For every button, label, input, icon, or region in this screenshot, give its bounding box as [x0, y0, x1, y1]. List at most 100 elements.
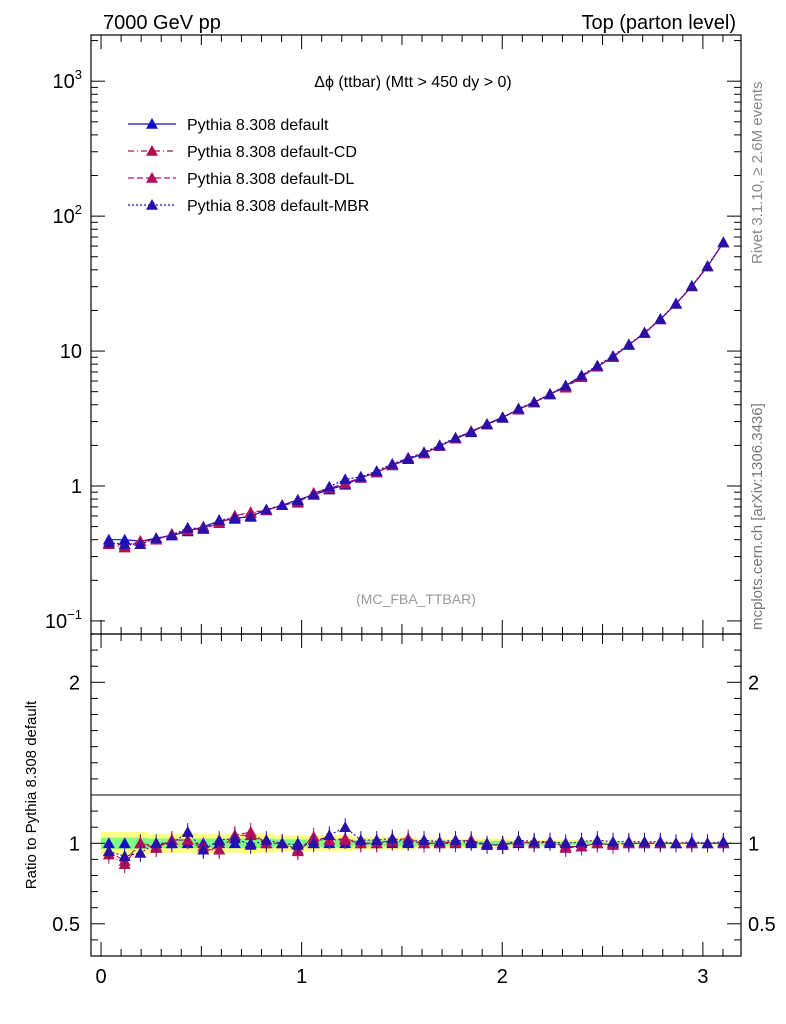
mcplots-label: mcplots.cern.ch [arXiv:1306.3436]: [749, 403, 766, 630]
ratio-point: [260, 834, 273, 845]
data-point: [339, 473, 352, 485]
series-2: [102, 236, 730, 551]
data-point: [402, 452, 415, 464]
ratio-point: [465, 835, 478, 847]
ratio-line: [108, 826, 724, 857]
data-point: [717, 236, 730, 248]
series-line: [108, 241, 724, 545]
data-point: [670, 297, 682, 309]
ratio-point: [213, 834, 226, 845]
ratio-point: [291, 838, 304, 850]
ratio-point: [118, 850, 131, 861]
data-point: [638, 326, 651, 338]
data-point: [654, 312, 667, 324]
ratio-y-tick-label-right: 0.5: [748, 914, 776, 936]
data-point: [197, 523, 210, 534]
ratio-point: [197, 843, 210, 855]
ratio-point: [607, 835, 620, 847]
data-point: [165, 529, 178, 541]
data-point: [244, 510, 257, 522]
data-point: [134, 538, 147, 550]
data-point: [449, 431, 462, 443]
data-point: [512, 402, 525, 414]
series-0: [102, 236, 730, 546]
x-tick-label: 3: [697, 966, 708, 988]
ratio-point: [685, 835, 698, 847]
ratio-point: [544, 835, 557, 847]
ratio-axis-ticks: 0.5 0.5 1 1 2 2 0 1 2 3: [52, 633, 776, 988]
ratio-point: [670, 837, 682, 849]
ratio-point: [339, 832, 352, 844]
series-line: [108, 242, 724, 547]
ratio-point: [102, 845, 115, 857]
ratio-y-tick-label: 0.5: [52, 914, 80, 936]
ratio-point: [559, 837, 572, 849]
data-point: [260, 503, 273, 515]
data-point: [528, 395, 541, 407]
data-point: [386, 457, 399, 469]
ratio-point: [402, 835, 415, 847]
data-point: [102, 536, 115, 548]
data-point: [181, 521, 194, 533]
header-left: 7000 GeV pp: [103, 12, 221, 34]
ratio-point: [433, 835, 446, 847]
ratio-point: [528, 835, 541, 847]
ratio-point: [575, 835, 588, 847]
legend-marker: [146, 145, 158, 156]
ratio-point: [181, 826, 194, 837]
data-point: [559, 379, 572, 391]
plot-title: Δϕ (ttbar) (Mtt > 450 dy > 0): [314, 74, 512, 91]
ratio-point: [701, 837, 714, 849]
data-point: [481, 418, 494, 430]
ratio-point: [118, 837, 131, 849]
data-point: [685, 279, 698, 291]
ratio-point: [134, 846, 147, 858]
ratio-point: [165, 837, 178, 849]
ratio-ylabel: Ratio to Pythia 8.308 default: [23, 700, 40, 889]
legend-label: Pythia 8.308 default-MBR: [187, 198, 369, 215]
ratio-panel: 0.5 0.5 1 1 2 2 0 1 2 3 Ratio to Pythia 8.308 def…: [23, 633, 776, 988]
data-point: [544, 388, 557, 399]
ratio-point: [418, 834, 431, 845]
ratio-point: [370, 834, 383, 845]
series-1: [102, 236, 730, 553]
ratio-point: [654, 835, 667, 847]
ratio-line: [108, 834, 724, 865]
main-panel: 10−1 1 10 102 103 Δϕ (ttbar) (Mtt > 450 dy >…: [45, 34, 742, 635]
ratio-point: [150, 837, 163, 849]
legend: Pythia 8.308 default Pythia 8.308 default…: [128, 117, 369, 215]
ratio-point: [622, 835, 635, 847]
ratio-y-tick-label-right: 1: [748, 833, 759, 855]
ratio-point: [307, 837, 320, 849]
main-axis-ticks: 10−1 1 10 102 103: [45, 35, 741, 634]
ratio-point: [228, 832, 241, 844]
data-point: [701, 260, 714, 271]
data-point: [228, 511, 241, 523]
ratio-curves: [102, 818, 730, 874]
data-point: [575, 369, 588, 381]
data-point: [213, 513, 226, 525]
y-tick-label: 10: [60, 341, 82, 363]
header-right: Top (parton level): [581, 12, 736, 34]
x-tick-label: 0: [95, 966, 106, 988]
ratio-point: [354, 834, 367, 845]
ratio-point: [591, 834, 604, 845]
data-point: [622, 338, 635, 350]
x-tick-label: 1: [296, 966, 307, 988]
ratio-point: [496, 838, 509, 850]
legend-label: Pythia 8.308 default-CD: [187, 144, 357, 161]
series-3: [102, 236, 730, 550]
y-tick-label: 102: [53, 202, 82, 228]
analysis-label: (MC_FBA_TTBAR): [356, 591, 476, 607]
band-green: [100, 837, 732, 849]
ratio-point: [213, 843, 226, 855]
series-line: [108, 242, 724, 549]
data-point: [607, 349, 620, 361]
ratio-point: [244, 826, 257, 837]
data-point: [307, 488, 320, 500]
ratio-point: [481, 838, 494, 850]
data-point: [150, 532, 163, 544]
data-point: [118, 538, 131, 550]
ratio-y-tick-label: 2: [69, 672, 80, 694]
